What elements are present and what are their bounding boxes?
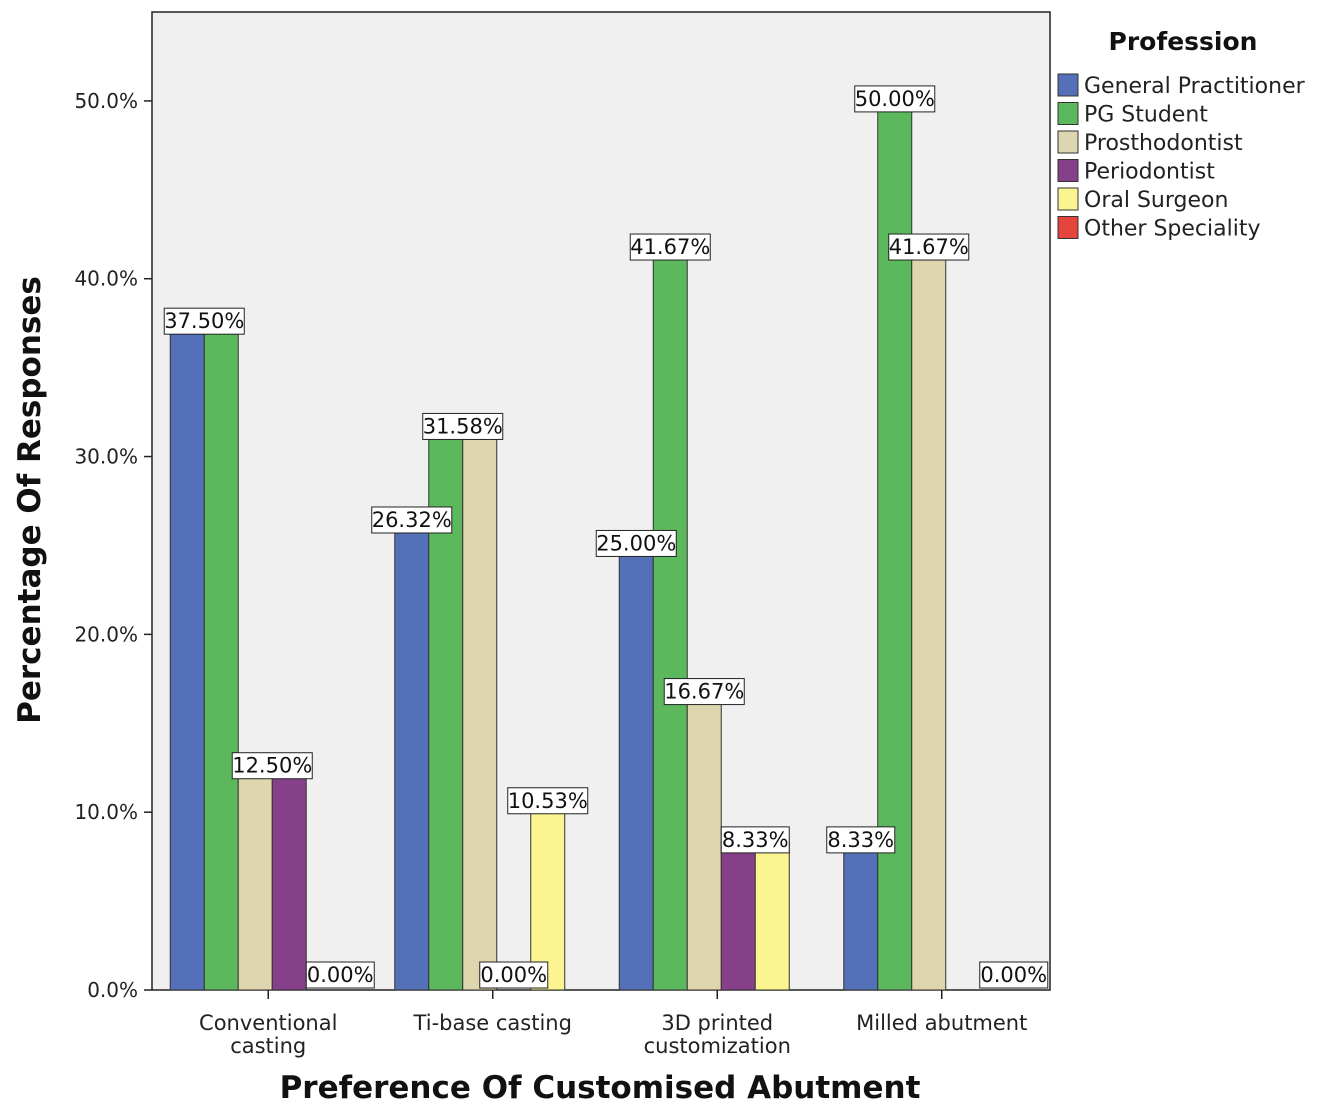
data-label-box [826, 826, 896, 854]
legend-label: Oral Surgeon [1084, 188, 1228, 213]
y-tick-label: 0.0% [87, 978, 138, 1002]
bar-prosthodontist-cat-2 [686, 693, 722, 991]
data-label-box [305, 961, 375, 989]
data-label-text: 10.53% [508, 789, 588, 813]
data-label-10: 8.33% [720, 826, 790, 854]
data-label-box [371, 506, 453, 534]
axis-layer: 0.0% 10.0% 20.0% 30.0% 40.0% 50.0% Conventiona… [74, 89, 1027, 1058]
legend-item: Oral Surgeon [1057, 187, 1228, 213]
y-axis-title: Percentage Of Responses [12, 276, 48, 724]
y-tick-label: 40.0% [74, 267, 138, 291]
y-tick-label: 20.0% [74, 622, 138, 646]
data-label-14: 0.00% [979, 961, 1049, 989]
bar-oral-surgeon-cat-1 [530, 802, 566, 991]
data-label-11: 8.33% [826, 826, 896, 854]
bar-prosthodontist-cat-3 [911, 248, 947, 991]
legend-swatch [1057, 130, 1079, 154]
x-tick-label: Milled abutment [856, 1011, 1027, 1035]
data-label-2: 0.00% [305, 961, 375, 989]
data-labels-layer: 37.50% 12.50% 0.00% 26.32% 31.58% 0.00% 10.53%… [163, 85, 1049, 989]
legend-item: Periodontist [1057, 159, 1215, 185]
data-label-5: 0.00% [479, 961, 549, 989]
x-tick-label: 3D printed customization [644, 1011, 791, 1058]
legend-item: General Practitioner [1057, 73, 1306, 99]
bars-layer [169, 100, 947, 991]
bar-general-practitioner-cat-1 [394, 521, 430, 991]
bar-periodontist-cat-0 [271, 767, 307, 991]
data-label-3: 26.32% [371, 506, 453, 534]
legend-swatch [1057, 102, 1079, 125]
data-label-9: 16.67% [663, 678, 745, 706]
legend-label: PG Student [1084, 103, 1208, 128]
data-label-text: 8.33% [827, 828, 894, 852]
data-label-box [854, 85, 936, 113]
legend-label: Periodontist [1084, 160, 1215, 185]
data-label-text: 0.00% [480, 963, 547, 987]
bar-prosthodontist-cat-0 [237, 767, 273, 991]
data-label-1: 12.50% [231, 752, 313, 780]
bar-pg-student-cat-2 [652, 248, 688, 991]
legend-title: Profession [1109, 27, 1258, 56]
bar-pg-student-cat-0 [203, 322, 239, 991]
legend-item: Other Speciality [1057, 216, 1260, 242]
legend-item: Prosthodontist [1057, 130, 1243, 156]
data-label-box [720, 826, 790, 854]
data-label-text: 31.58% [423, 414, 503, 438]
bar-prosthodontist-cat-1 [462, 427, 498, 991]
data-label-12: 50.00% [854, 85, 936, 113]
y-tick-label: 30.0% [74, 445, 138, 469]
data-label-4: 31.58% [422, 412, 504, 440]
bar-oral-surgeon-cat-2 [754, 841, 790, 991]
data-label-text: 16.67% [664, 680, 744, 704]
data-label-box [507, 787, 589, 815]
legend-swatch [1057, 216, 1079, 239]
data-label-13: 41.67% [888, 233, 970, 261]
data-label-text: 25.00% [596, 531, 676, 555]
data-label-box [163, 307, 245, 335]
data-label-box [888, 233, 970, 261]
data-label-text: 26.32% [372, 508, 452, 532]
data-label-box [663, 678, 745, 706]
bar-periodontist-cat-2 [720, 841, 756, 991]
data-label-text: 0.00% [980, 963, 1047, 987]
legend-label: Prosthodontist [1084, 131, 1243, 156]
data-label-text: 41.67% [630, 235, 710, 259]
data-label-box [231, 752, 313, 780]
legend-label: General Practitioner [1084, 74, 1306, 99]
legend-swatch [1057, 187, 1079, 211]
legend: Profession General Practitioner PG Studen… [1057, 27, 1306, 242]
data-label-text: 41.67% [889, 235, 969, 259]
legend-swatch [1057, 73, 1079, 97]
x-tick-label: Ti-base casting [413, 1011, 572, 1035]
data-label-7: 25.00% [595, 529, 677, 557]
data-label-box [979, 961, 1049, 989]
bar-general-practitioner-cat-0 [169, 322, 205, 991]
x-axis-title: Preference Of Customised Abutment [280, 1070, 921, 1106]
data-label-text: 12.50% [232, 754, 312, 778]
bar-general-practitioner-cat-3 [843, 841, 879, 991]
data-label-box [629, 233, 711, 261]
data-label-0: 37.50% [163, 307, 245, 335]
legend-item: PG Student [1057, 102, 1208, 128]
data-label-6: 10.53% [507, 787, 589, 815]
data-label-text: 8.33% [722, 828, 789, 852]
x-tick-label: Conventional casting [199, 1011, 337, 1058]
y-tick-label: 50.0% [74, 89, 138, 113]
y-tick-label: 10.0% [74, 800, 138, 824]
legend-swatch [1057, 159, 1079, 182]
data-label-text: 50.00% [855, 87, 935, 111]
legend-label: Other Speciality [1084, 217, 1260, 242]
data-label-text: 37.50% [164, 309, 244, 333]
data-label-box [479, 961, 549, 989]
data-label-8: 41.67% [629, 233, 711, 261]
data-label-box [422, 412, 504, 440]
data-label-text: 0.00% [307, 963, 374, 987]
bar-general-practitioner-cat-2 [618, 544, 654, 991]
data-label-box [595, 529, 677, 557]
